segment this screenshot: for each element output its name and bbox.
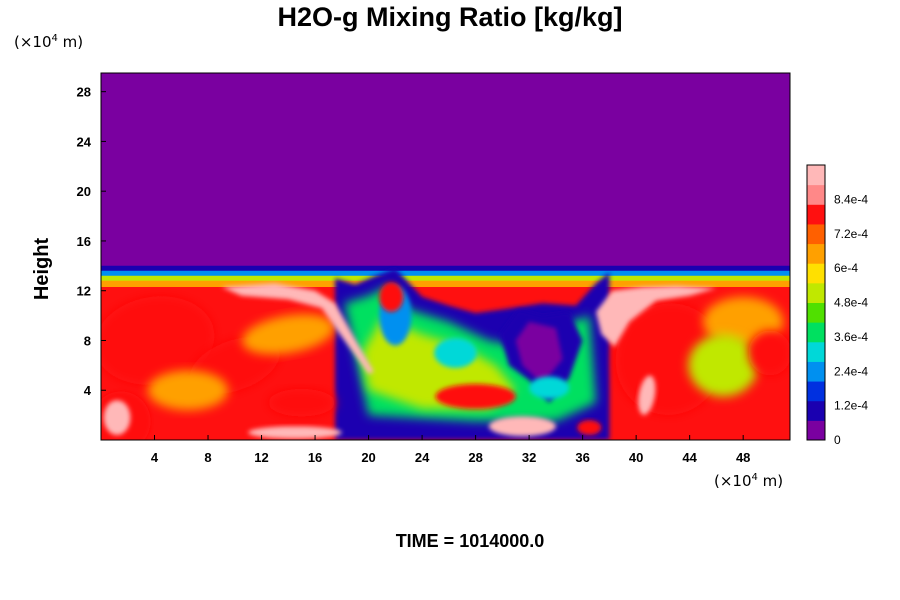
cyan-patch-1 bbox=[434, 337, 477, 368]
colorbar-swatch bbox=[807, 184, 825, 205]
x-tick-label: 48 bbox=[736, 450, 750, 465]
x-axis-unit: (×104 m) bbox=[714, 472, 784, 490]
red-dot-floor bbox=[577, 420, 602, 436]
x-tick-label: 8 bbox=[204, 450, 211, 465]
pink-streak-right bbox=[596, 285, 717, 347]
red-core-edge bbox=[748, 330, 790, 376]
colorbar-swatch bbox=[807, 282, 825, 303]
plot-frame bbox=[100, 72, 791, 441]
colorbar-swatch bbox=[807, 420, 825, 441]
colorbar-swatch bbox=[807, 400, 825, 421]
y-axis-ticks: 4 8 12 16 20 24 28 bbox=[77, 85, 106, 398]
mixing-region bbox=[335, 268, 610, 440]
x-tick-label: 16 bbox=[308, 450, 322, 465]
x-tick-label: 24 bbox=[415, 450, 430, 465]
y-axis-unit: (×104 m) bbox=[14, 33, 84, 51]
orange-core-left bbox=[147, 370, 229, 411]
colorbar-swatch bbox=[807, 361, 825, 382]
colorbar-swatch bbox=[807, 165, 825, 186]
y-tick-label: 16 bbox=[77, 234, 91, 249]
y-tick-label: 4 bbox=[84, 383, 92, 398]
pink-streak-floor bbox=[248, 426, 342, 439]
red-core-bottom bbox=[268, 388, 336, 417]
time-label: TIME = 1014000.0 bbox=[395, 531, 545, 551]
red-core-left bbox=[101, 296, 215, 385]
saturated-streaks bbox=[103, 283, 717, 439]
pink-streak-left bbox=[221, 283, 374, 375]
yellow-core-right bbox=[688, 334, 758, 397]
colorbar-label: 8.4e-4 bbox=[834, 192, 868, 206]
x-tick-label: 40 bbox=[629, 450, 643, 465]
pink-streak-corner bbox=[103, 400, 131, 436]
dry-core bbox=[515, 321, 563, 384]
x-tick-label: 4 bbox=[151, 450, 159, 465]
y-tick-label: 20 bbox=[77, 184, 91, 199]
x-tick-label: 32 bbox=[522, 450, 536, 465]
pink-streak-right-2 bbox=[638, 375, 656, 415]
x-axis-ticks: 4 8 12 16 20 24 28 32 36 40 44 48 bbox=[151, 435, 750, 465]
colorbar-label: 4.8e-4 bbox=[834, 296, 868, 310]
colorbar-label: 6e-4 bbox=[834, 261, 858, 275]
plot-area bbox=[101, 73, 790, 440]
x-tick-label: 28 bbox=[468, 450, 482, 465]
colorbar-swatch bbox=[807, 381, 825, 402]
y-tick-label: 28 bbox=[77, 85, 91, 100]
x-tick-label: 12 bbox=[254, 450, 268, 465]
y-tick-label: 12 bbox=[77, 284, 91, 299]
colorbar-swatch bbox=[807, 223, 825, 245]
colorbar-frame bbox=[806, 164, 826, 441]
orange-core-left-2 bbox=[242, 314, 335, 355]
colorbar-label: 0 bbox=[834, 433, 841, 447]
colorbar-swatch bbox=[807, 341, 825, 362]
colorbar-label: 3.6e-4 bbox=[834, 330, 868, 344]
pink-streak-bottom bbox=[488, 416, 556, 437]
red-core-center bbox=[435, 384, 516, 409]
colorbar-label: 7.2e-4 bbox=[834, 227, 868, 241]
x-tick-label: 44 bbox=[682, 450, 697, 465]
colorbar-swatch bbox=[807, 204, 825, 225]
y-tick-label: 8 bbox=[84, 333, 91, 348]
colorbar-swatch bbox=[807, 263, 825, 284]
colorbar-swatch bbox=[807, 243, 825, 264]
x-tick-label: 36 bbox=[575, 450, 589, 465]
y-tick-label: 24 bbox=[77, 134, 92, 149]
colorbar-swatch bbox=[807, 302, 825, 323]
cyan-patch-2 bbox=[529, 376, 570, 399]
x-tick-label: 20 bbox=[361, 450, 375, 465]
colorbar-label: 1.2e-4 bbox=[834, 399, 868, 413]
colorbar-swatch bbox=[807, 322, 825, 343]
colorbar-label: 2.4e-4 bbox=[834, 364, 868, 378]
red-plume bbox=[379, 282, 404, 312]
colorbar: 0 1.2e-4 2.4e-4 3.6e-4 4.8e-4 6e-4 7.2e-4 8.4e-… bbox=[806, 164, 868, 447]
chart-title: H2O-g Mixing Ratio [kg/kg] bbox=[277, 2, 623, 32]
